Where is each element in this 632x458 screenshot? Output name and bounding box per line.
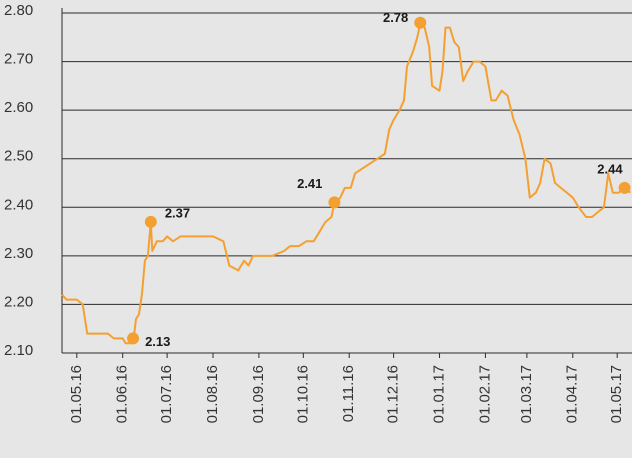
annotation-dot bbox=[144, 215, 157, 228]
x-tick-label: 01.10.16 bbox=[294, 365, 311, 423]
x-tick-label: 01.02.17 bbox=[476, 365, 493, 423]
annotation-dot bbox=[414, 16, 427, 29]
annotation-label: 2.13 bbox=[145, 334, 170, 349]
annotation-label: 2.37 bbox=[165, 205, 190, 220]
annotation-label: 2.41 bbox=[297, 176, 322, 191]
y-tick-label: 2.40 bbox=[4, 196, 33, 213]
annotation-dot bbox=[328, 196, 341, 209]
y-tick-label: 2.50 bbox=[4, 148, 33, 165]
annotation-label: 2.44 bbox=[597, 161, 623, 176]
price-line bbox=[61, 21, 632, 345]
y-tick-label: 2.20 bbox=[4, 293, 33, 310]
annotation-dot bbox=[618, 181, 631, 194]
y-tick-label: 2.10 bbox=[4, 342, 33, 359]
x-tick-label: 01.11.16 bbox=[340, 365, 357, 422]
x-tick-label: 01.08.16 bbox=[204, 365, 221, 423]
x-tick-label: 01.03.17 bbox=[518, 365, 535, 423]
annotation-label: 2.78 bbox=[383, 10, 408, 25]
y-tick-label: 2.70 bbox=[4, 51, 33, 68]
y-tick-label: 2.60 bbox=[4, 99, 33, 116]
x-tick-label: 01.09.16 bbox=[250, 365, 267, 423]
annotation-dot bbox=[127, 332, 140, 345]
x-tick-label: 01.07.16 bbox=[158, 365, 175, 423]
x-tick-label: 01.01.17 bbox=[431, 365, 448, 423]
x-tick-label: 01.05.17 bbox=[608, 365, 625, 423]
x-tick-label: 01.12.16 bbox=[385, 365, 402, 423]
x-tick-label: 01.05.16 bbox=[68, 365, 85, 423]
x-tick-label: 01.06.16 bbox=[114, 365, 131, 423]
x-tick-label: 01.04.17 bbox=[564, 365, 581, 423]
y-tick-label: 2.80 bbox=[4, 2, 33, 19]
y-tick-label: 2.30 bbox=[4, 245, 33, 262]
